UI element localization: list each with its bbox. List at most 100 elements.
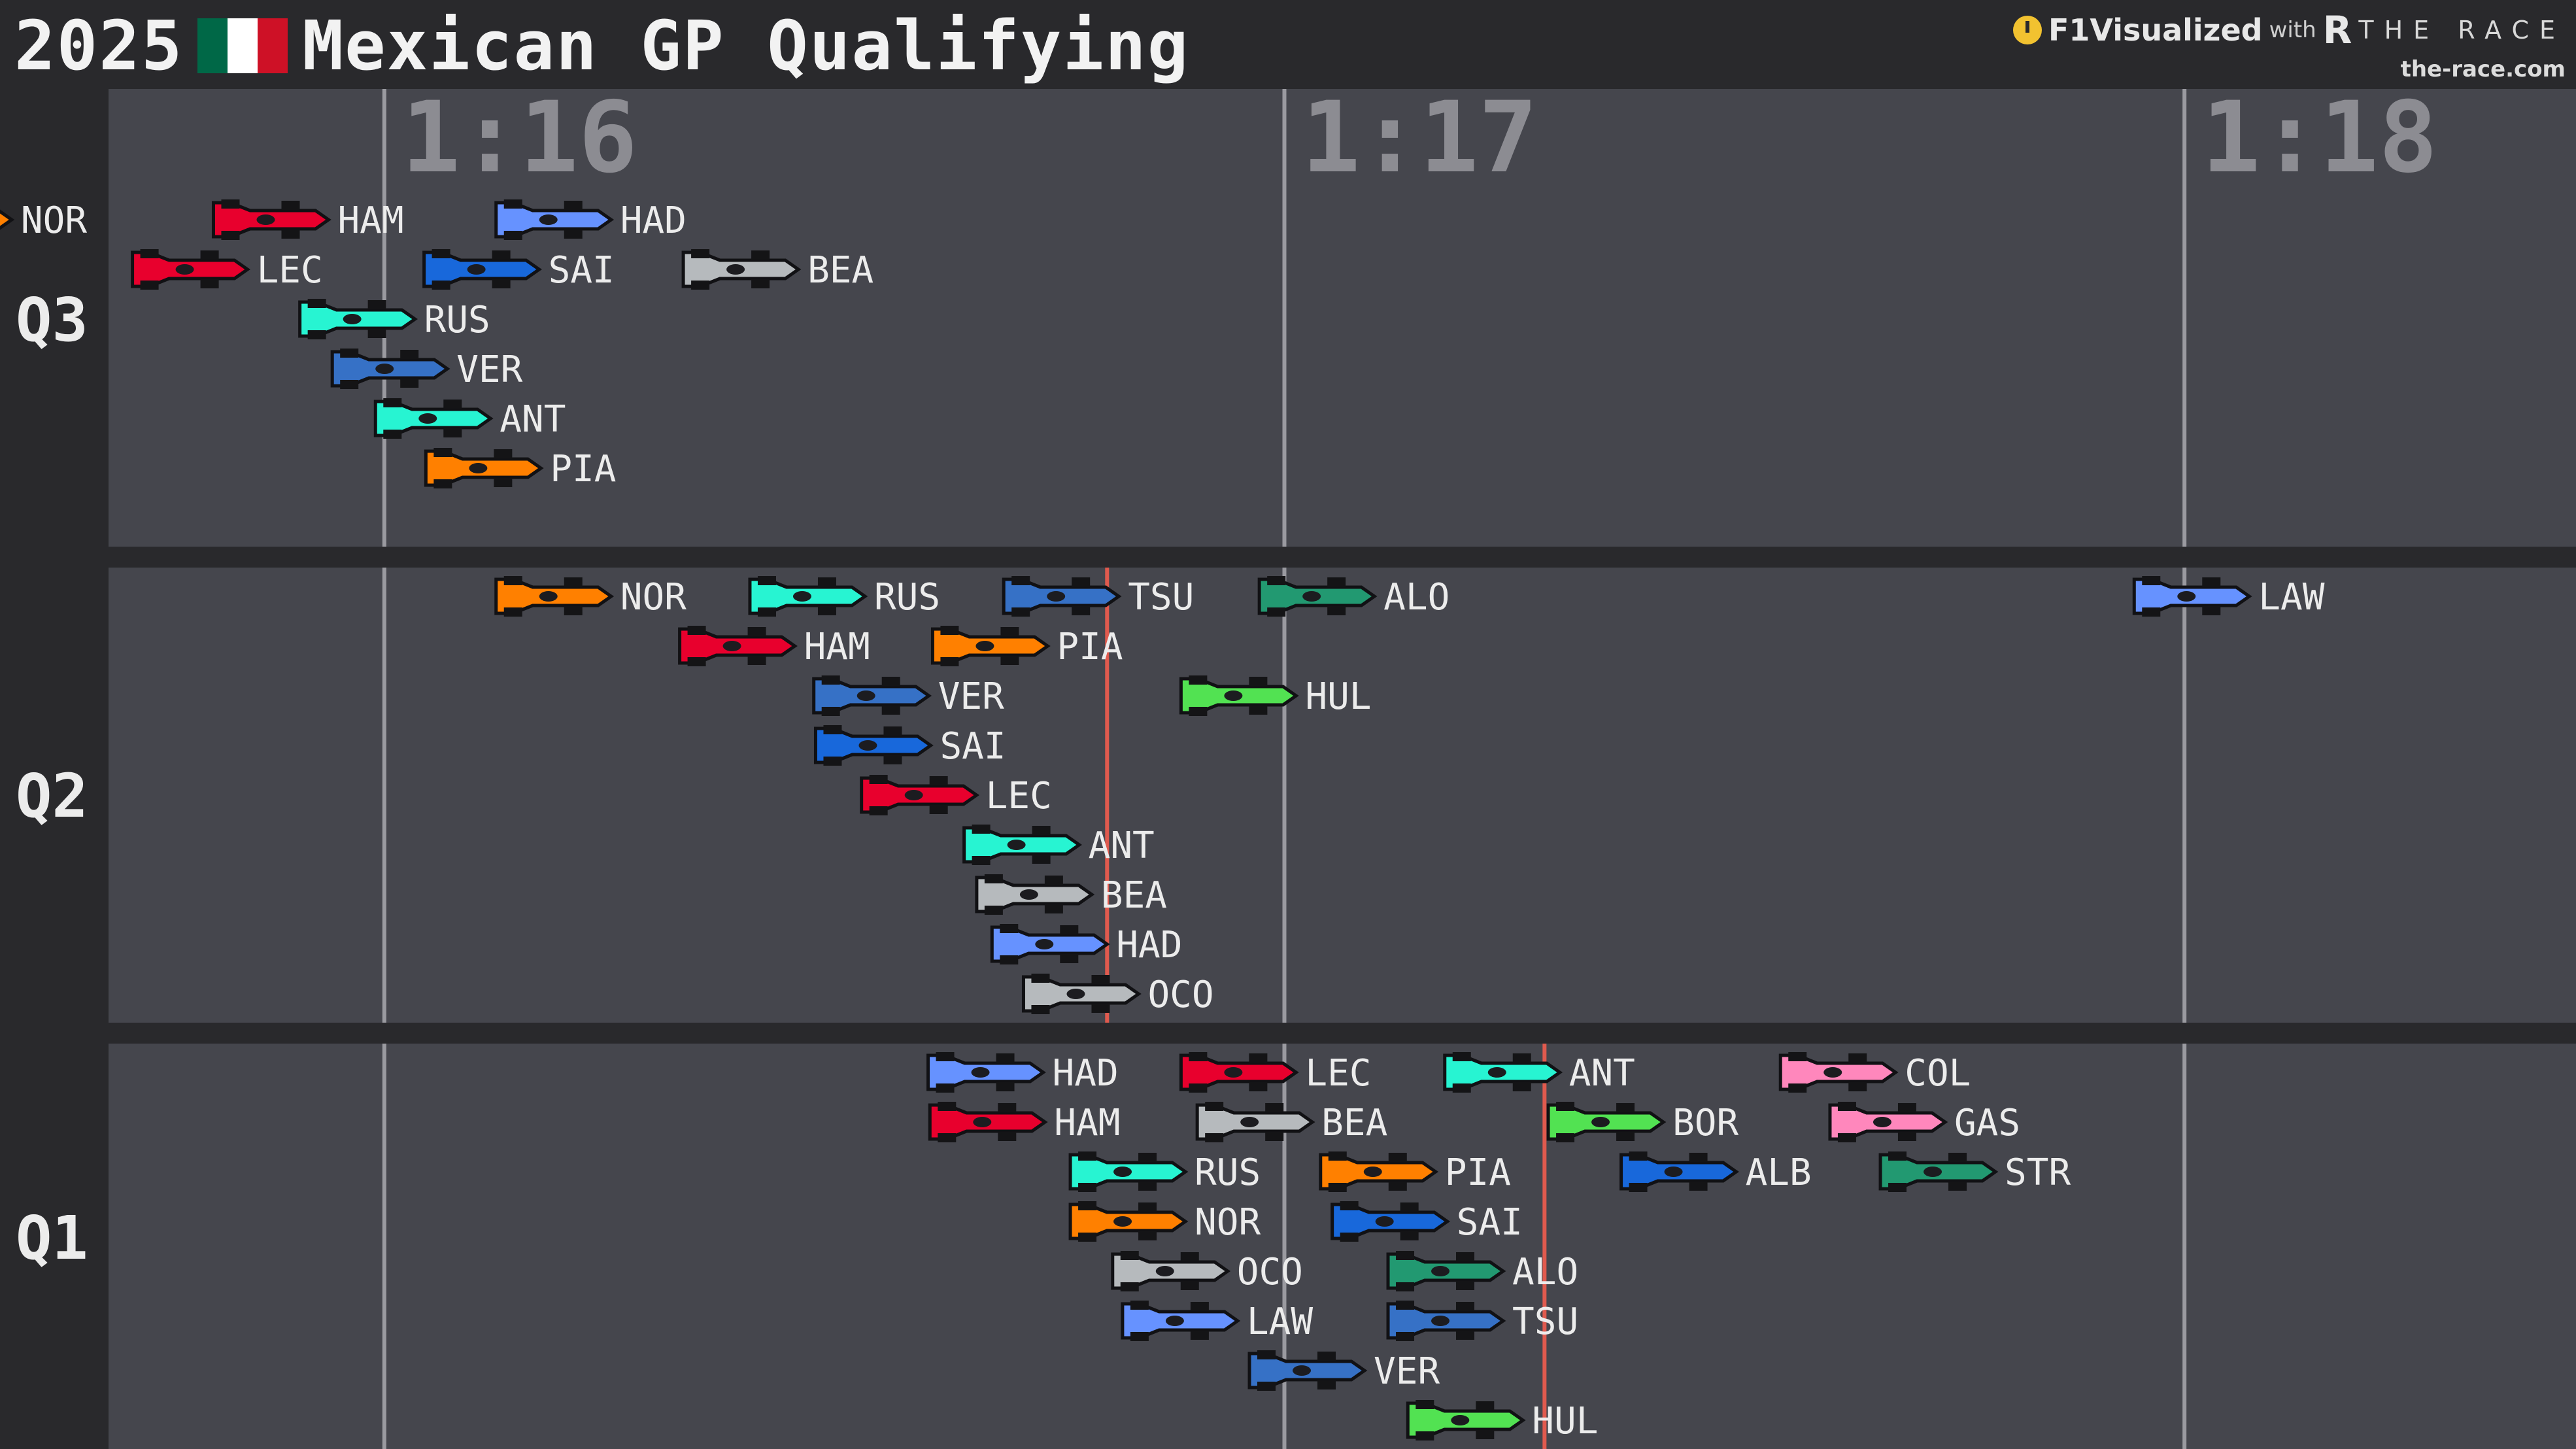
driver-label-Q1-GAS: GAS	[1954, 1102, 2020, 1144]
car-icon-Q2-VER	[812, 675, 932, 716]
driver-marker-Q2-OCO: OCO	[1021, 974, 1214, 1016]
car-icon-Q3-PIA	[424, 448, 544, 488]
driver-marker-Q1-STR: STR	[1878, 1151, 2071, 1194]
driver-label-Q2-ANT: ANT	[1089, 825, 1155, 867]
driver-marker-Q1-BEA: BEA	[1195, 1102, 1387, 1144]
driver-label-Q1-NOR: NOR	[1195, 1201, 1261, 1244]
driver-label-Q2-RUS: RUS	[874, 576, 940, 619]
flag-white-stripe	[228, 18, 258, 73]
car-icon-Q1-HAM	[928, 1102, 1048, 1142]
tick-label-1:18: 1:18	[2201, 81, 2437, 195]
driver-label-Q2-BEA: BEA	[1101, 874, 1167, 917]
car-icon-Q1-BEA	[1195, 1102, 1315, 1142]
car-icon-Q1-GAS	[1828, 1102, 1948, 1142]
session-label-q1: Q1	[16, 1203, 88, 1273]
brand-logo: F1Visualized with R THE RACE the-race.co…	[2012, 8, 2566, 82]
driver-marker-Q1-HAM: HAM	[928, 1102, 1120, 1144]
driver-label-Q1-BOR: BOR	[1672, 1102, 1738, 1144]
tick-label-1:17: 1:17	[1301, 81, 1537, 195]
car-icon-Q2-OCO	[1021, 974, 1142, 1014]
driver-marker-Q1-RUS: RUS	[1068, 1151, 1261, 1194]
driver-marker-Q3-ANT: ANT	[373, 398, 566, 441]
car-icon-Q1-BOR	[1546, 1102, 1667, 1142]
driver-label-Q2-HUL: HUL	[1305, 675, 1371, 718]
car-icon-Q3-SAI	[422, 249, 542, 290]
car-icon-Q1-LEC	[1179, 1052, 1299, 1093]
driver-marker-Q1-TSU: TSU	[1386, 1301, 1578, 1343]
car-icon-Q2-NOR	[494, 576, 615, 617]
driver-label-Q3-VER: VER	[456, 349, 522, 391]
flag-red-stripe	[258, 18, 288, 73]
car-icon-Q1-ALB	[1619, 1151, 1739, 1192]
driver-label-Q1-OCO: OCO	[1237, 1251, 1303, 1293]
driver-marker-Q3-SAI: SAI	[422, 249, 615, 292]
session-label-q3: Q3	[16, 285, 88, 355]
driver-marker-Q3-HAM: HAM	[211, 199, 404, 242]
car-icon-Q1-ALO	[1386, 1251, 1506, 1291]
driver-label-Q1-LAW: LAW	[1247, 1301, 1313, 1343]
tick-label-1:16: 1:16	[401, 81, 637, 195]
driver-marker-Q2-SAI: SAI	[813, 725, 1006, 768]
car-icon-Q1-HUL	[1406, 1400, 1526, 1440]
car-icon-Q2-SAI	[813, 725, 934, 766]
car-icon-Q1-HAD	[926, 1052, 1046, 1093]
chart-title: 2025 Mexican GP Qualifying	[14, 6, 1189, 86]
driver-label-Q1-HAD: HAD	[1053, 1052, 1119, 1095]
driver-label-Q3-HAD: HAD	[620, 199, 686, 242]
driver-marker-Q1-VER: VER	[1247, 1350, 1440, 1393]
car-icon-Q1-TSU	[1386, 1301, 1506, 1341]
driver-marker-Q3-VER: VER	[330, 349, 523, 391]
car-icon-Q1-RUS	[1068, 1151, 1189, 1192]
driver-marker-Q1-ANT: ANT	[1443, 1052, 1635, 1095]
driver-label-Q1-TSU: TSU	[1512, 1301, 1578, 1343]
car-icon-Q2-LEC	[860, 775, 980, 815]
driver-label-Q2-PIA: PIA	[1057, 626, 1123, 668]
car-icon-Q1-COL	[1778, 1052, 1899, 1093]
driver-label-Q2-LEC: LEC	[986, 775, 1052, 817]
driver-label-Q1-ALO: ALO	[1512, 1251, 1578, 1293]
driver-marker-Q3-HAD: HAD	[494, 199, 686, 242]
driver-marker-Q2-LAW: LAW	[2132, 576, 2325, 619]
driver-marker-Q1-HAD: HAD	[926, 1052, 1119, 1095]
car-icon-Q2-BEA	[975, 874, 1095, 915]
car-icon-Q3-BEA	[681, 249, 802, 290]
driver-label-Q2-LAW: LAW	[2258, 576, 2324, 619]
driver-label-Q3-SAI: SAI	[549, 249, 615, 292]
car-icon-Q2-HAM	[678, 626, 798, 666]
driver-label-Q1-LEC: LEC	[1305, 1052, 1371, 1095]
car-icon-Q2-PIA	[930, 626, 1051, 666]
car-icon-Q1-VER	[1247, 1350, 1368, 1391]
driver-label-Q1-HUL: HUL	[1532, 1400, 1598, 1442]
driver-marker-Q3-BEA: BEA	[681, 249, 873, 292]
driver-marker-Q2-ANT: ANT	[962, 825, 1155, 867]
car-icon-Q2-HUL	[1179, 675, 1299, 716]
driver-label-Q1-SAI: SAI	[1457, 1201, 1523, 1244]
brand-with: with	[2269, 17, 2316, 43]
driver-marker-Q3-NOR: NOR	[0, 199, 87, 242]
driver-label-Q1-RUS: RUS	[1195, 1151, 1261, 1194]
driver-marker-Q1-ALB: ALB	[1619, 1151, 1812, 1194]
flag-green-stripe	[197, 18, 228, 73]
driver-marker-Q1-OCO: OCO	[1111, 1251, 1303, 1293]
title-year: 2025	[14, 6, 184, 86]
driver-marker-Q1-PIA: PIA	[1319, 1151, 1511, 1194]
driver-marker-Q3-LEC: LEC	[131, 249, 323, 292]
driver-marker-Q2-BEA: BEA	[975, 874, 1167, 917]
driver-marker-Q2-PIA: PIA	[930, 626, 1123, 668]
car-icon-Q2-RUS	[748, 576, 868, 617]
driver-label-Q2-HAD: HAD	[1116, 924, 1182, 966]
driver-label-Q3-NOR: NOR	[21, 199, 87, 242]
driver-marker-Q1-ALO: ALO	[1386, 1251, 1578, 1293]
driver-marker-Q3-RUS: RUS	[298, 299, 490, 341]
driver-label-Q1-ALB: ALB	[1746, 1151, 1812, 1194]
driver-label-Q1-BEA: BEA	[1321, 1102, 1387, 1144]
driver-marker-Q2-HAM: HAM	[678, 626, 870, 668]
the-race-logo-icon: R	[2322, 8, 2352, 52]
driver-marker-Q1-LAW: LAW	[1121, 1301, 1313, 1343]
driver-label-Q2-VER: VER	[938, 675, 1004, 718]
car-icon-Q2-HAD	[990, 924, 1110, 964]
driver-label-Q1-VER: VER	[1374, 1350, 1440, 1393]
driver-marker-Q1-LEC: LEC	[1179, 1052, 1372, 1095]
